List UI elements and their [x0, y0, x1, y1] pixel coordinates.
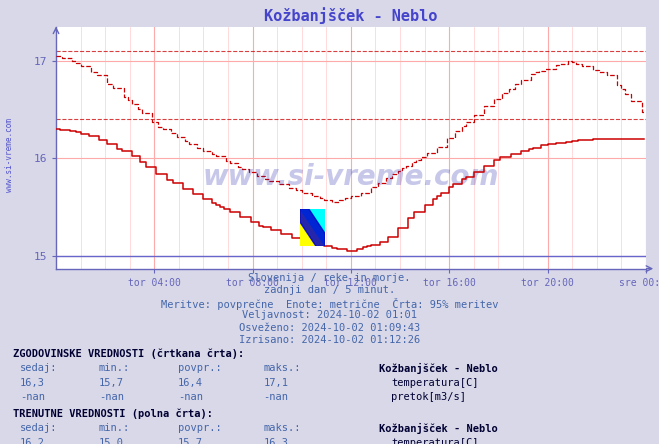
- Text: pretok[m3/s]: pretok[m3/s]: [391, 392, 467, 403]
- Text: -nan: -nan: [264, 392, 289, 403]
- Text: Kožbanjšček - Neblo: Kožbanjšček - Neblo: [379, 363, 498, 374]
- Text: maks.:: maks.:: [264, 423, 301, 433]
- Text: sedaj:: sedaj:: [20, 423, 57, 433]
- Text: Osveženo: 2024-10-02 01:09:43: Osveženo: 2024-10-02 01:09:43: [239, 323, 420, 333]
- Polygon shape: [300, 209, 325, 246]
- Polygon shape: [300, 209, 325, 246]
- Text: www.si-vreme.com: www.si-vreme.com: [5, 119, 14, 192]
- Text: zadnji dan / 5 minut.: zadnji dan / 5 minut.: [264, 285, 395, 296]
- Text: sedaj:: sedaj:: [20, 363, 57, 373]
- Text: temperatura[C]: temperatura[C]: [391, 438, 479, 444]
- Text: 16,4: 16,4: [178, 378, 203, 388]
- Text: Kožbanjšček - Neblo: Kožbanjšček - Neblo: [379, 423, 498, 434]
- Text: 16,3: 16,3: [20, 378, 45, 388]
- Text: maks.:: maks.:: [264, 363, 301, 373]
- Text: temperatura[C]: temperatura[C]: [391, 378, 479, 388]
- Text: TRENUTNE VREDNOSTI (polna črta):: TRENUTNE VREDNOSTI (polna črta):: [13, 408, 213, 419]
- Text: Meritve: povprečne  Enote: metrične  Črta: 95% meritev: Meritve: povprečne Enote: metrične Črta:…: [161, 298, 498, 310]
- Text: 15,0: 15,0: [99, 438, 124, 444]
- Text: -nan: -nan: [178, 392, 203, 403]
- Text: Slovenija / reke in morje.: Slovenija / reke in morje.: [248, 273, 411, 283]
- Text: min.:: min.:: [99, 363, 130, 373]
- Polygon shape: [300, 209, 325, 246]
- Text: -nan: -nan: [20, 392, 45, 403]
- Text: povpr.:: povpr.:: [178, 363, 221, 373]
- Text: 16,2: 16,2: [20, 438, 45, 444]
- Text: 15,7: 15,7: [99, 378, 124, 388]
- Text: min.:: min.:: [99, 423, 130, 433]
- Text: www.si-vreme.com: www.si-vreme.com: [203, 163, 499, 190]
- Text: 15,7: 15,7: [178, 438, 203, 444]
- Text: 16,3: 16,3: [264, 438, 289, 444]
- Text: -nan: -nan: [99, 392, 124, 403]
- Text: 17,1: 17,1: [264, 378, 289, 388]
- Text: povpr.:: povpr.:: [178, 423, 221, 433]
- Title: Kožbanjšček - Neblo: Kožbanjšček - Neblo: [264, 7, 438, 24]
- Text: Veljavnost: 2024-10-02 01:01: Veljavnost: 2024-10-02 01:01: [242, 310, 417, 321]
- Text: Izrisano: 2024-10-02 01:12:26: Izrisano: 2024-10-02 01:12:26: [239, 335, 420, 345]
- Text: ZGODOVINSKE VREDNOSTI (črtkana črta):: ZGODOVINSKE VREDNOSTI (črtkana črta):: [13, 349, 244, 359]
